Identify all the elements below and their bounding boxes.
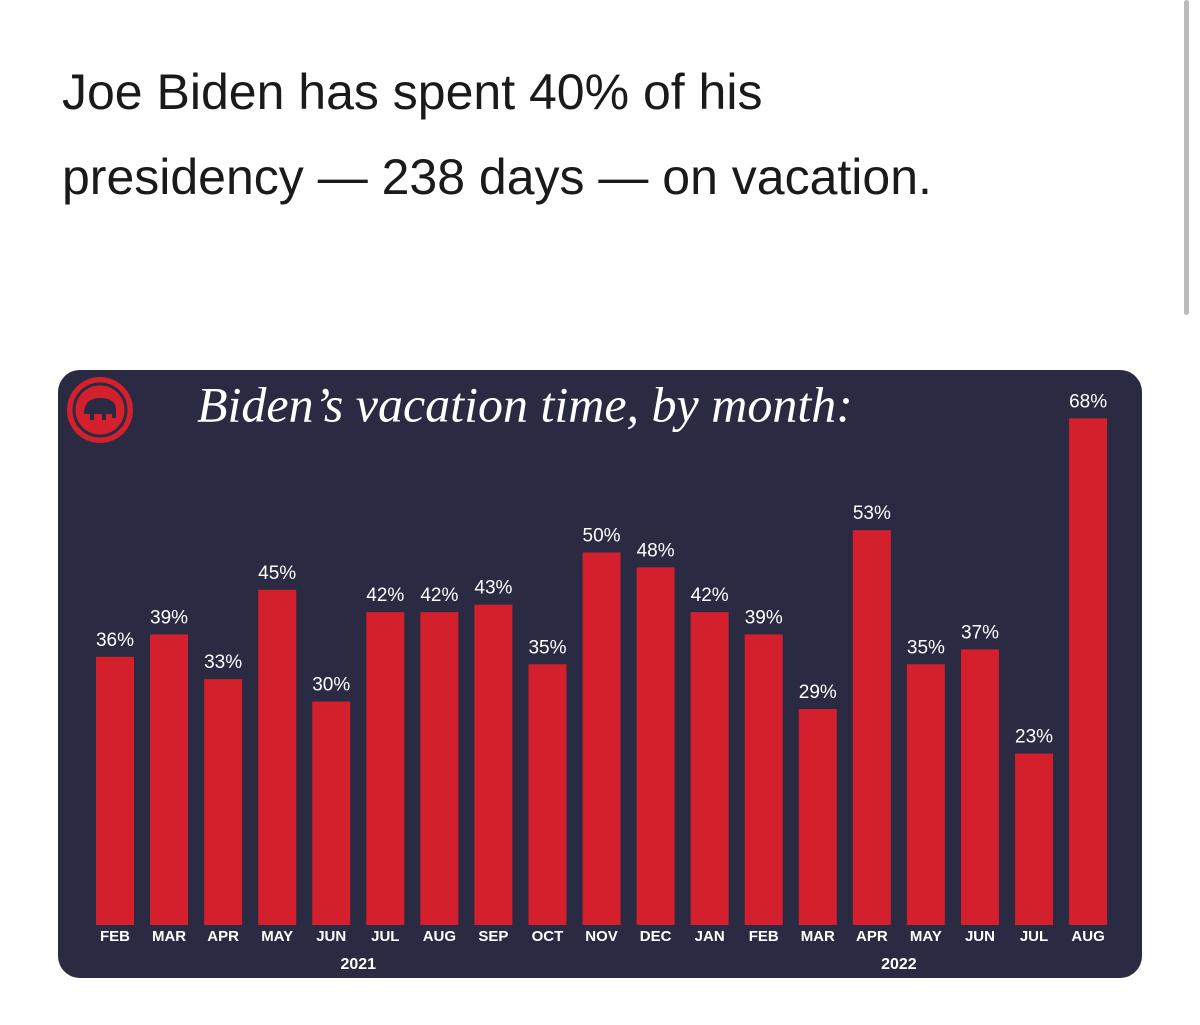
value-label: 29% <box>799 682 837 703</box>
x-tick-label: SEP <box>478 928 508 945</box>
value-label: 53% <box>853 503 891 524</box>
bar <box>1015 753 1054 925</box>
year-label: 2021 <box>340 956 376 973</box>
value-label: 33% <box>204 652 242 673</box>
x-tick-label: MAR <box>801 928 835 945</box>
bar <box>204 679 243 925</box>
x-tick-label: JUL <box>371 928 399 945</box>
bar <box>798 708 837 925</box>
x-tick-label: JAN <box>695 928 725 945</box>
value-label: 30% <box>312 675 350 696</box>
bar <box>96 656 134 925</box>
year-label: 2022 <box>881 956 917 973</box>
x-tick-label: APR <box>207 928 239 945</box>
value-label: 35% <box>528 637 566 658</box>
value-label: 50% <box>583 526 621 547</box>
bar <box>474 604 513 925</box>
bar <box>852 530 891 925</box>
bar <box>1069 418 1108 925</box>
bar <box>366 612 405 925</box>
x-tick-label: MAR <box>152 928 186 945</box>
bar <box>582 552 621 925</box>
x-tick-label: AUG <box>1071 928 1104 945</box>
bar <box>258 589 297 925</box>
x-tick-label: FEB <box>749 928 779 945</box>
chart-title: Biden’s vacation time, by month: <box>197 376 853 432</box>
x-tick-label: AUG <box>423 928 456 945</box>
x-tick-label: JUL <box>1020 928 1048 945</box>
bar <box>960 649 999 925</box>
x-tick-label: OCT <box>532 928 564 945</box>
value-label: 37% <box>961 622 999 643</box>
x-tick-label: JUN <box>965 928 995 945</box>
scrollbar <box>1184 0 1189 315</box>
value-label: 45% <box>258 563 296 584</box>
bar <box>528 664 567 925</box>
value-label: 42% <box>420 585 458 606</box>
x-tick-label: APR <box>856 928 888 945</box>
bar <box>312 701 351 925</box>
value-label: 42% <box>366 585 404 606</box>
bar <box>636 567 675 925</box>
x-tick-label: MAY <box>261 928 293 945</box>
value-label: 36% <box>96 630 134 651</box>
x-tick-label: FEB <box>100 928 130 945</box>
x-tick-label: DEC <box>640 928 672 945</box>
value-label: 39% <box>745 607 783 628</box>
value-label: 35% <box>907 637 945 658</box>
bar <box>906 664 945 925</box>
value-label: 23% <box>1015 727 1053 748</box>
value-label: 39% <box>150 607 188 628</box>
logo-elephant <box>84 398 116 420</box>
value-label: 43% <box>474 578 512 599</box>
value-label: 42% <box>691 585 729 606</box>
bar <box>690 612 729 925</box>
value-label: 68% <box>1069 391 1107 412</box>
x-tick-label: MAY <box>910 928 942 945</box>
post-text: Joe Biden has spent 40% of his presidenc… <box>62 64 932 205</box>
bar <box>744 634 783 925</box>
logo-ring <box>72 382 128 438</box>
x-tick-label: NOV <box>585 928 618 945</box>
value-label: 48% <box>637 540 675 561</box>
x-tick-label: JUN <box>316 928 346 945</box>
bar <box>420 612 459 925</box>
bar <box>150 634 189 925</box>
